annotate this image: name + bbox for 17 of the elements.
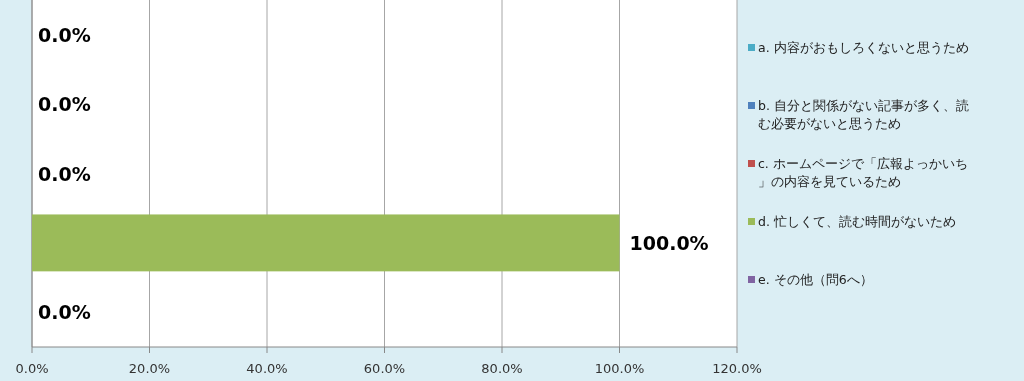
x-tick-label: 120.0% [712, 361, 762, 376]
x-tick-label: 60.0% [363, 361, 406, 376]
legend-label: a. 内容がおもしろくないと思うため [758, 40, 969, 55]
x-tick-label: 20.0% [128, 361, 171, 376]
x-tick-label: 40.0% [246, 361, 288, 376]
data-label: 0.0% [38, 23, 91, 46]
x-tick-label: 0.0% [15, 361, 49, 376]
data-label: 0.0% [38, 93, 91, 116]
data-label: 0.0% [38, 162, 91, 185]
legend-label: b. 自分と関係がない記事が多く、読む必要がないと思うため [758, 98, 969, 131]
data-label: 100.0% [629, 231, 709, 254]
x-tick-label: 100.0% [594, 361, 645, 376]
legend-label: c. ホームページで「広報よっかいち」の内容を見ているため [758, 156, 968, 189]
legend-label: e. その他（問6へ） [758, 272, 873, 287]
legend-label: d. 忙しくて、読む時間がないため [758, 214, 956, 229]
x-tick-label: 80.0% [481, 361, 523, 376]
data-label: 0.0% [38, 301, 91, 324]
